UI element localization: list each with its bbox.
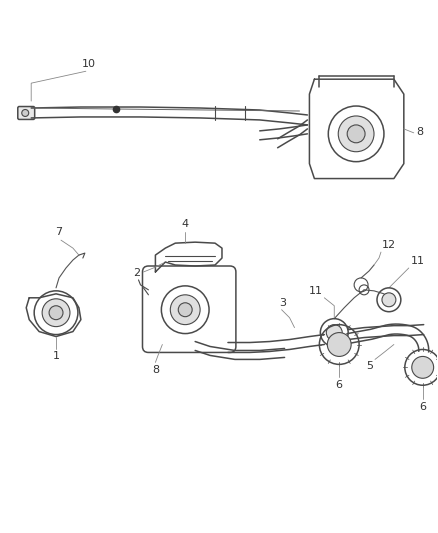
Circle shape [42, 299, 70, 327]
Text: 2: 2 [134, 268, 141, 278]
Text: 11: 11 [308, 286, 322, 296]
Circle shape [178, 303, 192, 317]
Text: 8: 8 [417, 127, 424, 137]
Text: 7: 7 [56, 227, 63, 237]
Circle shape [49, 306, 63, 320]
Circle shape [382, 293, 396, 307]
Text: 6: 6 [336, 380, 343, 390]
Text: 1: 1 [53, 351, 60, 361]
Circle shape [338, 116, 374, 152]
Text: 12: 12 [382, 240, 396, 250]
Text: 4: 4 [182, 219, 189, 229]
Text: 11: 11 [411, 256, 425, 266]
Circle shape [170, 295, 200, 325]
Circle shape [347, 125, 365, 143]
Text: 5: 5 [366, 361, 373, 372]
FancyBboxPatch shape [18, 107, 35, 119]
Circle shape [412, 357, 434, 378]
Text: 6: 6 [419, 402, 426, 412]
Circle shape [327, 333, 351, 357]
Circle shape [22, 109, 29, 116]
Text: 8: 8 [152, 365, 159, 375]
Circle shape [326, 325, 342, 341]
Text: 3: 3 [279, 298, 286, 308]
Text: 10: 10 [82, 59, 96, 69]
